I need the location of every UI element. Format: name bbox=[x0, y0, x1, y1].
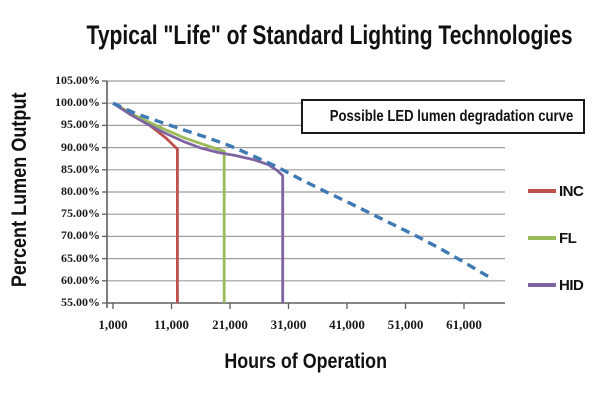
y-tick-label: 60.00% bbox=[61, 272, 100, 287]
chart-title: Typical "Life" of Standard Lighting Tech… bbox=[18, 20, 600, 51]
x-axis-title: Hours of Operation bbox=[6, 350, 600, 374]
x-tick-label: 11,000 bbox=[153, 317, 190, 332]
y-tick-label: 95.00% bbox=[61, 117, 100, 132]
x-tick-label: 21,000 bbox=[212, 317, 248, 332]
y-tick-label: 75.00% bbox=[61, 206, 100, 221]
legend-label-fl: FL bbox=[559, 229, 577, 247]
x-tick-label: 31,000 bbox=[270, 317, 307, 332]
y-tick-label: 90.00% bbox=[61, 139, 100, 154]
y-tick-label: 80.00% bbox=[61, 184, 100, 198]
y-tick-label: 70.00% bbox=[61, 228, 100, 243]
x-tick-label: 61,000 bbox=[446, 317, 482, 332]
legend-label-inc: INC bbox=[559, 182, 584, 200]
annotation-text: Possible LED lumen degradation curve bbox=[329, 108, 574, 125]
series-line-fl bbox=[112, 101, 226, 303]
hid-line-swatch-icon bbox=[528, 283, 556, 287]
series-line-hid bbox=[112, 102, 285, 303]
chart-title-text: Typical "Life" of Standard Lighting Tech… bbox=[86, 20, 573, 50]
y-tick-label: 100.00% bbox=[55, 95, 100, 110]
legend-item-hid: HID bbox=[528, 276, 584, 294]
legend-label-hid: HID bbox=[559, 276, 584, 294]
inc-line-swatch-icon bbox=[528, 189, 556, 193]
y-tick-label: 105.00% bbox=[55, 73, 100, 87]
legend-item-inc: INC bbox=[528, 182, 584, 200]
x-tick-label: 41,000 bbox=[329, 317, 365, 332]
fl-line-swatch-icon bbox=[528, 236, 556, 240]
series-line-led bbox=[112, 101, 495, 281]
y-tick-label: 65.00% bbox=[61, 250, 100, 265]
y-tick-label: 55.00% bbox=[61, 295, 100, 309]
legend-item-fl: FL bbox=[528, 229, 577, 247]
x-tick-label: 1,000 bbox=[98, 317, 128, 332]
x-axis-title-text: Hours of Operation bbox=[224, 350, 388, 373]
y-tick-label: 85.00% bbox=[61, 161, 100, 176]
annotation-box: Possible LED lumen degradation curve bbox=[301, 99, 585, 134]
x-tick-label: 51,000 bbox=[387, 317, 424, 332]
